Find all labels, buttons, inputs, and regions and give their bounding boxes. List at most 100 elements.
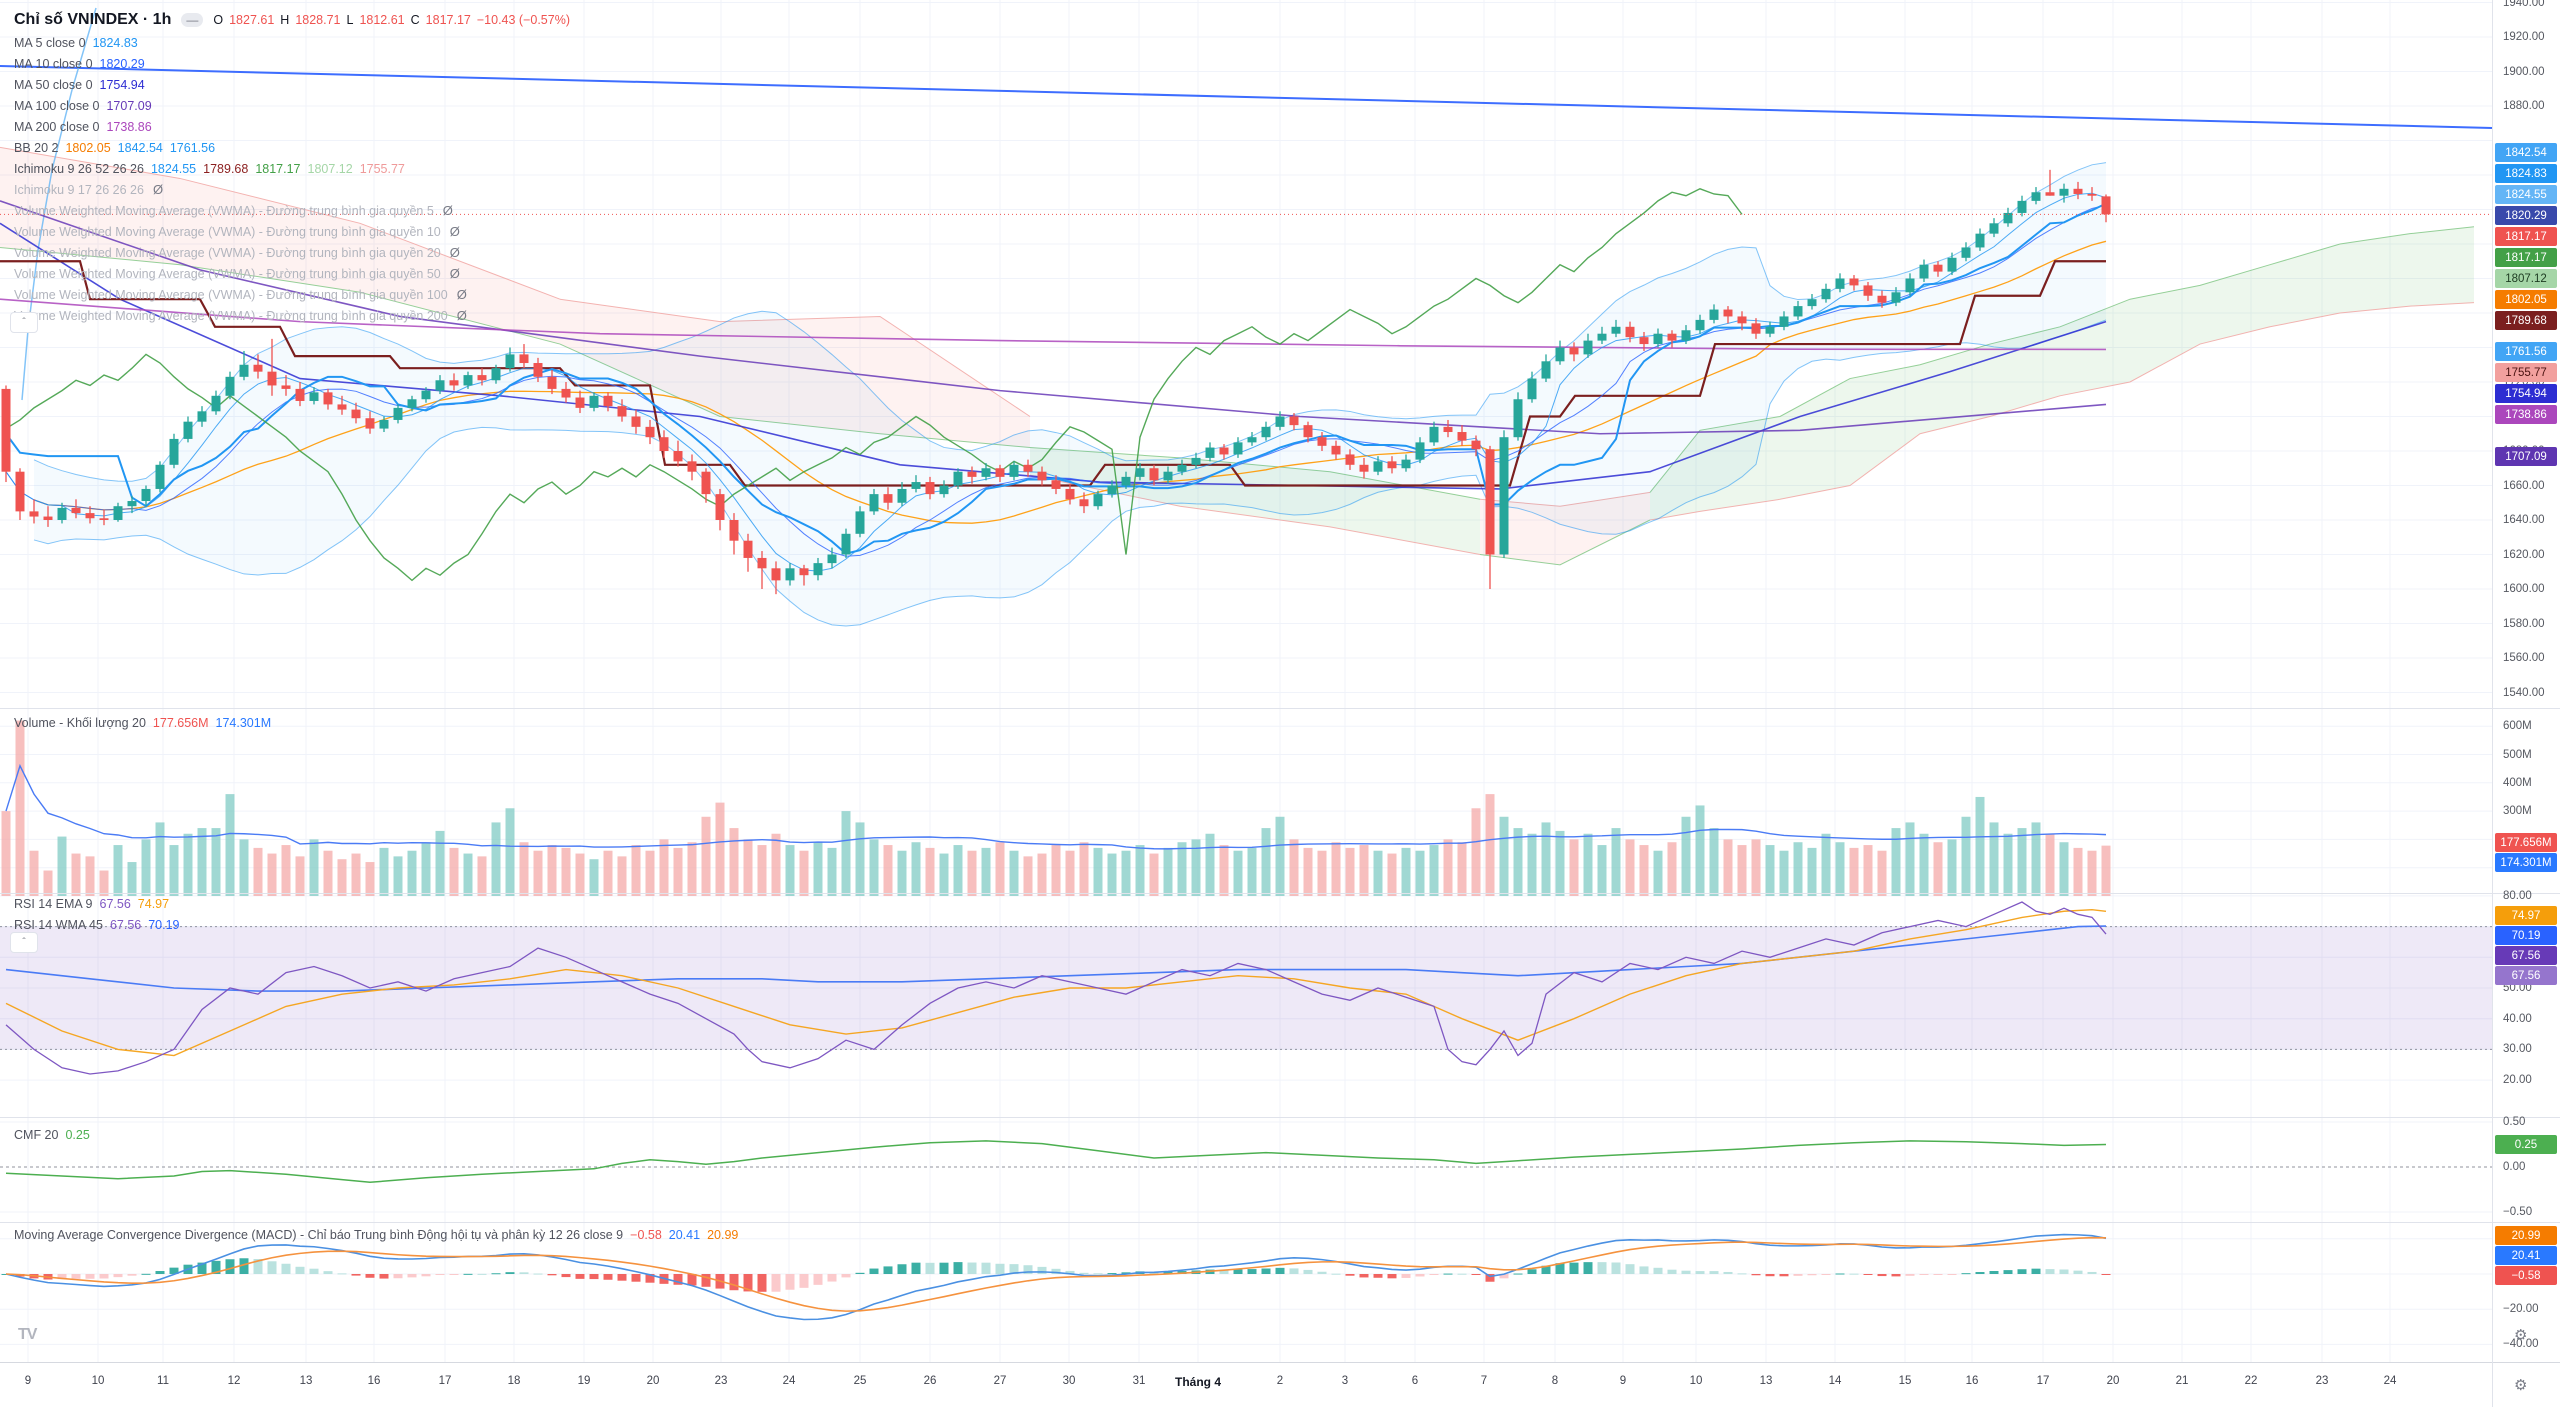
cmf-legend-row: CMF 20 0.25 <box>14 1124 90 1145</box>
rsi-axis-label: 67.56 <box>2495 966 2557 985</box>
cmf-legend[interactable]: CMF 20 0.25 <box>14 1124 90 1145</box>
price-axis-label: 1802.05 <box>2495 290 2557 309</box>
legend-row-ma-50[interactable]: MA 50 close 0 1754.94 <box>14 74 570 95</box>
volume-tick: 500M <box>2503 748 2532 761</box>
legend-row-vwma-100[interactable]: Volume Weighted Moving Average (VWMA) - … <box>14 284 570 305</box>
time-label: 20 <box>2106 1375 2120 1387</box>
time-label: 16 <box>1965 1375 1979 1387</box>
time-label: 27 <box>993 1375 1007 1387</box>
legend-row-vwma-50[interactable]: Volume Weighted Moving Average (VWMA) - … <box>14 263 570 284</box>
visibility-off-icon[interactable]: Ø <box>152 182 164 197</box>
vol-legend-row: Volume - Khối lượng 20 177.656M 174.301M <box>14 712 271 733</box>
macd-legend[interactable]: Moving Average Convergence Divergence (M… <box>14 1224 738 1245</box>
visibility-off-icon[interactable]: Ø <box>442 203 453 218</box>
main-legend: Chỉ số VNINDEX · 1h — O 1827.61 H 1828.71 L 1… <box>14 8 570 326</box>
symbol-title[interactable]: Chỉ số VNINDEX · 1h <box>14 11 172 28</box>
legend-row-vwma-5[interactable]: Volume Weighted Moving Average (VWMA) - … <box>14 200 570 221</box>
cmf-axis-label: 0.25 <box>2495 1135 2557 1154</box>
price-tick: 1660.00 <box>2503 479 2545 492</box>
indicator-value: 1824.55 <box>150 161 197 176</box>
visibility-off-icon[interactable]: Ø <box>449 224 460 239</box>
legend-collapse-button[interactable]: — <box>181 13 204 27</box>
rsi-axis-label: 74.97 <box>2495 906 2557 925</box>
time-label: 13 <box>1759 1375 1773 1387</box>
ohlc-value: −10.43 (−0.57%) <box>476 13 570 27</box>
price-axis-label: 1707.09 <box>2495 447 2557 466</box>
indicator-label: RSI 14 EMA 9 <box>14 896 93 911</box>
legend-row-vwma-20[interactable]: Volume Weighted Moving Average (VWMA) - … <box>14 242 570 263</box>
time-label: 10 <box>91 1375 105 1387</box>
legend-row-vwma-10[interactable]: Volume Weighted Moving Average (VWMA) - … <box>14 221 570 242</box>
time-label: 16 <box>367 1375 381 1387</box>
time-label: 17 <box>2036 1375 2050 1387</box>
pane-separator[interactable] <box>0 893 2560 894</box>
macd-settings-gear-icon[interactable]: ⚙ <box>2514 1327 2528 1344</box>
indicator-value: 0.25 <box>65 1127 90 1142</box>
indicator-value: 1842.54 <box>117 140 163 155</box>
time-label: 21 <box>2175 1375 2189 1387</box>
indicator-value: 1761.56 <box>169 140 216 155</box>
macd-tick: −40.00 <box>2503 1338 2539 1351</box>
price-tick: 1560.00 <box>2503 652 2545 664</box>
indicator-value: 74.97 <box>137 896 170 911</box>
macd-tick: −20.00 <box>2503 1303 2539 1316</box>
legend-row-ma-10[interactable]: MA 10 close 0 1820.29 <box>14 53 570 74</box>
volume-legend[interactable]: Volume - Khối lượng 20 177.656M 174.301M <box>14 712 271 733</box>
ohlc-value: 1812.61 <box>359 13 405 27</box>
time-label: Tháng 4 <box>1174 1375 1222 1389</box>
indicator-value: 70.19 <box>148 917 180 932</box>
volume-tick: 300M <box>2503 805 2532 818</box>
legend-row-ichimoku-1[interactable]: Ichimoku 9 26 52 26 26 1824.55 1789.68 1817… <box>14 158 570 179</box>
macd-axis-label: −0.58 <box>2495 1266 2557 1285</box>
time-label: 13 <box>299 1375 313 1387</box>
legend-row-vwma-200[interactable]: Volume Weighted Moving Average (VWMA) - … <box>14 305 570 326</box>
pane-separator[interactable] <box>0 708 2560 709</box>
time-label: 14 <box>1828 1375 1842 1387</box>
indicator-label: Volume Weighted Moving Average (VWMA) - … <box>14 308 448 323</box>
visibility-off-icon[interactable]: Ø <box>456 287 467 302</box>
visibility-off-icon[interactable]: Ø <box>449 245 460 260</box>
indicator-label: Volume - Khối lượng 20 <box>14 715 146 730</box>
visibility-off-icon[interactable]: Ø <box>456 308 467 323</box>
time-label: 30 <box>1062 1375 1076 1387</box>
indicator-value: 174.301M <box>215 715 272 730</box>
volume-tick: 400M <box>2503 776 2532 789</box>
price-tick: 1600.00 <box>2503 583 2545 595</box>
legend-row-ma-5[interactable]: MA 5 close 0 1824.83 <box>14 32 570 53</box>
pane-collapse-button-price[interactable]: ˆ <box>10 312 38 333</box>
price-axis-label: 1738.86 <box>2495 405 2557 424</box>
time-label: 26 <box>923 1375 937 1387</box>
legend-row-ichimoku-2[interactable]: Ichimoku 9 17 26 26 26 Ø <box>14 179 570 200</box>
rsi-legend[interactable]: RSI 14 EMA 9 67.56 74.97 RSI 14 WMA 45 67.56… <box>14 893 180 935</box>
rsi-axis-label: 67.56 <box>2495 946 2557 965</box>
ohlc-value: 1827.61 <box>229 13 275 27</box>
rsi-legend-row: RSI 14 WMA 45 67.56 70.19 <box>14 914 180 935</box>
time-label: 23 <box>714 1375 728 1387</box>
rsi-tick: 20.00 <box>2503 1074 2532 1087</box>
macd-axis-label: 20.41 <box>2495 1246 2557 1265</box>
time-label: 17 <box>438 1375 452 1387</box>
pane-separator[interactable] <box>0 1222 2560 1223</box>
ohlc-value: C <box>410 13 420 27</box>
indicator-label: MA 5 close 0 <box>14 35 86 50</box>
time-label: 24 <box>2383 1375 2397 1387</box>
time-label: 12 <box>227 1375 241 1387</box>
price-axis-label: 1761.56 <box>2495 342 2557 361</box>
symbol-header: Chỉ số VNINDEX · 1h — O 1827.61 H 1828.71 L 1… <box>14 8 570 32</box>
tradingview-logo-icon[interactable]: TV <box>18 1326 37 1343</box>
visibility-off-icon[interactable]: Ø <box>449 266 460 281</box>
legend-row-ma-200[interactable]: MA 200 close 0 1738.86 <box>14 116 570 137</box>
indicator-label: Moving Average Convergence Divergence (M… <box>14 1227 624 1242</box>
indicator-value: 177.656M <box>152 715 209 730</box>
pane-collapse-button-rsi[interactable]: ˆ <box>10 932 38 953</box>
time-axis[interactable]: 9 10 11 12 13 16 17 18 19 20 23 24 25 26 27 30 31 Tháng 4… <box>0 1362 2560 1407</box>
pane-separator[interactable] <box>0 1117 2560 1118</box>
time-axis-settings-gear-icon[interactable]: ⚙ <box>2514 1377 2528 1394</box>
price-tick: 1940.00 <box>2503 0 2545 9</box>
legend-row-ma-100[interactable]: MA 100 close 0 1707.09 <box>14 95 570 116</box>
indicator-label: Ichimoku 9 26 52 26 26 <box>14 161 144 176</box>
cmf-tick: −0.50 <box>2503 1206 2533 1218</box>
legend-row-bb[interactable]: BB 20 2 1802.05 1842.54 1761.56 <box>14 137 570 158</box>
